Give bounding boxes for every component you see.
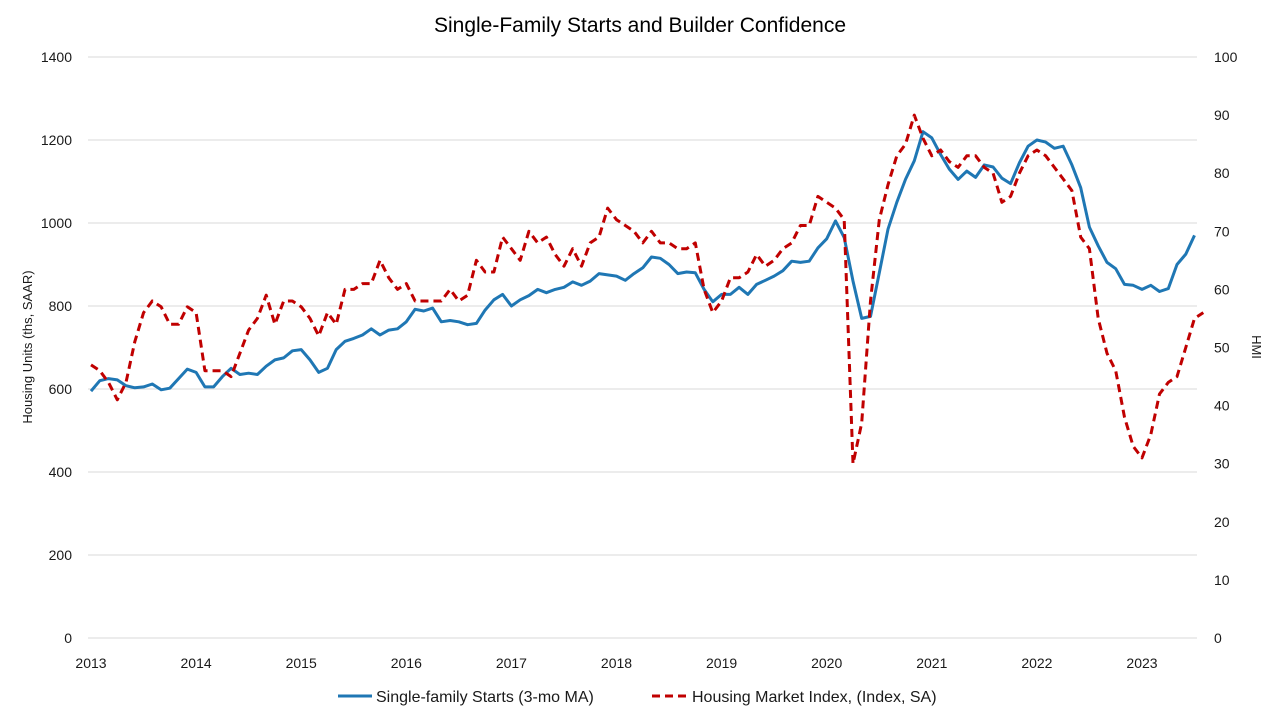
right-tick-90: 90 bbox=[1214, 107, 1230, 123]
right-tick-20: 20 bbox=[1214, 514, 1230, 530]
left-axis-label: Housing Units (ths, SAAR) bbox=[20, 270, 35, 423]
right-tick-30: 30 bbox=[1214, 456, 1230, 472]
x-tick-2015: 2015 bbox=[286, 655, 317, 671]
right-tick-60: 60 bbox=[1214, 281, 1230, 297]
legend-label-hmi: Housing Market Index, (Index, SA) bbox=[692, 689, 937, 706]
right-axis-ticks: 0 10 20 30 40 50 60 70 80 90 100 bbox=[1214, 49, 1238, 646]
left-tick-1200: 1200 bbox=[41, 132, 72, 148]
left-tick-0: 0 bbox=[64, 630, 72, 646]
left-axis-ticks: 0 200 400 600 800 1000 1200 1400 bbox=[41, 49, 72, 646]
left-tick-400: 400 bbox=[49, 464, 73, 480]
legend-label-starts: Single-family Starts (3-mo MA) bbox=[376, 689, 594, 706]
x-tick-2023: 2023 bbox=[1126, 655, 1157, 671]
legend: Single-family Starts (3-mo MA) Housing M… bbox=[338, 689, 937, 706]
x-tick-2017: 2017 bbox=[496, 655, 527, 671]
series-lines bbox=[89, 113, 1205, 466]
x-tick-2013: 2013 bbox=[75, 655, 106, 671]
series-line-starts bbox=[89, 130, 1196, 393]
left-tick-200: 200 bbox=[49, 547, 73, 563]
right-tick-50: 50 bbox=[1214, 340, 1230, 356]
left-tick-1400: 1400 bbox=[41, 49, 72, 65]
right-tick-70: 70 bbox=[1214, 223, 1230, 239]
x-tick-2016: 2016 bbox=[391, 655, 422, 671]
left-tick-1000: 1000 bbox=[41, 215, 72, 231]
x-tick-2018: 2018 bbox=[601, 655, 632, 671]
x-tick-2022: 2022 bbox=[1021, 655, 1052, 671]
left-tick-800: 800 bbox=[49, 298, 73, 314]
right-tick-80: 80 bbox=[1214, 165, 1230, 181]
x-axis-ticks: 2013 2014 2015 2016 2017 2018 2019 2020 2021 2022… bbox=[75, 655, 1157, 671]
x-tick-2021: 2021 bbox=[916, 655, 947, 671]
left-tick-600: 600 bbox=[49, 381, 73, 397]
x-tick-2020: 2020 bbox=[811, 655, 842, 671]
gridlines bbox=[88, 56, 1197, 639]
x-tick-2019: 2019 bbox=[706, 655, 737, 671]
right-tick-100: 100 bbox=[1214, 49, 1238, 65]
right-axis-label: HMI bbox=[1249, 335, 1264, 359]
series-line-hmi bbox=[90, 113, 1205, 466]
chart-title: Single-Family Starts and Builder Confide… bbox=[434, 14, 846, 37]
x-tick-2014: 2014 bbox=[181, 655, 212, 671]
right-tick-40: 40 bbox=[1214, 398, 1230, 414]
right-tick-10: 10 bbox=[1214, 572, 1230, 588]
right-tick-0: 0 bbox=[1214, 630, 1222, 646]
